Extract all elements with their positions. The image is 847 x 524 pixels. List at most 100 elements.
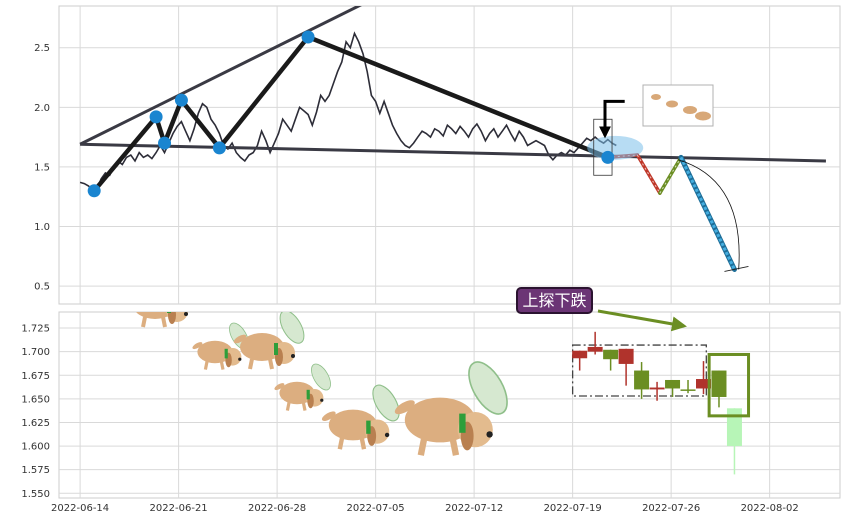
x-tick-label: 2022-06-21 bbox=[150, 503, 208, 514]
pattern-label-arrow bbox=[597, 309, 687, 332]
bottom-y-tick-label: 1.650 bbox=[21, 394, 50, 405]
dog-collar bbox=[274, 343, 278, 355]
candle-body bbox=[665, 379, 681, 389]
dog-leg bbox=[301, 402, 307, 411]
candle-body bbox=[603, 349, 619, 360]
pivot-marker bbox=[158, 136, 172, 150]
flying-dog bbox=[394, 361, 508, 456]
top-y-tick-label: 0.5 bbox=[34, 282, 50, 293]
pattern-label: 上探下跌 bbox=[516, 287, 687, 332]
upper-trendline bbox=[79, 6, 363, 146]
flying-dogs-decoration bbox=[135, 312, 508, 456]
x-tick-label: 2022-07-19 bbox=[544, 503, 602, 514]
projection-arc bbox=[678, 159, 740, 270]
thumbnail-dog bbox=[683, 106, 697, 114]
bottom-y-tick-label: 1.725 bbox=[21, 324, 50, 335]
zigzag-hatch-segment bbox=[679, 156, 736, 271]
x-tick-label: 2022-07-26 bbox=[642, 503, 700, 514]
pivot-marker bbox=[149, 110, 163, 124]
dog-wing bbox=[468, 361, 508, 415]
thumbnail-dog bbox=[666, 100, 678, 108]
dog-body bbox=[279, 381, 315, 405]
dog-nose bbox=[184, 312, 188, 316]
pivot-marker bbox=[601, 150, 615, 164]
projection-end-tick bbox=[724, 266, 749, 272]
top-plot-area bbox=[79, 6, 826, 272]
dog-collar bbox=[224, 348, 228, 359]
candle-body bbox=[572, 350, 588, 359]
focus-box bbox=[593, 118, 613, 176]
candle-body bbox=[618, 348, 634, 364]
dog-body bbox=[240, 333, 284, 361]
dog-collar bbox=[167, 312, 171, 313]
flying-dog bbox=[321, 384, 400, 450]
dog-tail bbox=[192, 342, 203, 350]
pivot-markers bbox=[87, 30, 615, 198]
top-y-tick-label: 2.0 bbox=[34, 103, 50, 114]
top-y-tick-label: 2.5 bbox=[34, 43, 50, 54]
lower-trendline bbox=[80, 142, 826, 163]
bottom-y-axis: 1.550 1.575 1.600 1.625 1.650 1.675 1.700 1.725 bbox=[21, 324, 50, 500]
x-tick-label: 2022-07-05 bbox=[347, 503, 405, 514]
top-panel-frame bbox=[58, 5, 841, 305]
highlight-box bbox=[707, 352, 751, 418]
dog-wing bbox=[279, 312, 305, 344]
x-tick-label: 2022-07-12 bbox=[445, 503, 503, 514]
pivot-marker bbox=[301, 30, 315, 44]
dog-nose bbox=[238, 357, 242, 361]
candle-body bbox=[634, 370, 650, 390]
dog-collar bbox=[366, 420, 371, 434]
thumbnail-dog bbox=[695, 111, 711, 121]
candle-body bbox=[587, 346, 603, 352]
pivot-marker bbox=[174, 93, 188, 107]
candlesticks bbox=[572, 331, 742, 475]
dog-leg bbox=[359, 437, 367, 450]
dog-leg bbox=[285, 402, 291, 411]
dog-body bbox=[197, 340, 233, 364]
dog-leg bbox=[203, 361, 209, 370]
dog-leg bbox=[161, 316, 167, 328]
dog-tail bbox=[394, 400, 415, 415]
dog-leg bbox=[268, 358, 274, 370]
candle-body bbox=[726, 408, 742, 447]
flying-dog bbox=[274, 363, 331, 411]
bottom-y-tick-label: 1.600 bbox=[21, 442, 50, 453]
dashed-range-box bbox=[571, 344, 707, 397]
flying-dog bbox=[192, 322, 249, 370]
bottom-y-tick-label: 1.625 bbox=[21, 418, 50, 429]
dog-body bbox=[328, 409, 378, 441]
candle-body bbox=[649, 387, 665, 390]
dog-leg bbox=[219, 361, 225, 370]
pivot-marker bbox=[87, 184, 101, 198]
x-axis: 2022-06-14 2022-06-21 2022-06-28 2022-07-05… bbox=[51, 503, 799, 514]
pivot-marker bbox=[212, 141, 226, 155]
dog-collar bbox=[306, 389, 310, 400]
dog-leg bbox=[449, 438, 460, 456]
top-y-tick-label: 1.5 bbox=[34, 162, 50, 173]
dog-nose bbox=[384, 432, 390, 438]
x-tick-label: 2022-08-02 bbox=[741, 503, 799, 514]
dog-leg bbox=[337, 437, 345, 450]
dog-body bbox=[404, 397, 476, 443]
dog-wing bbox=[311, 363, 331, 391]
thumbnail-dog bbox=[651, 94, 661, 100]
focus-ellipse bbox=[587, 135, 644, 160]
x-tick-label: 2022-06-28 bbox=[248, 503, 306, 514]
dog-nose bbox=[486, 431, 493, 438]
dog-ear bbox=[168, 312, 176, 324]
dog-nose bbox=[291, 354, 295, 358]
flying-dog bbox=[233, 312, 305, 370]
focus-pointer-arrow bbox=[598, 99, 625, 139]
dog-nose bbox=[320, 398, 324, 402]
top-grid bbox=[59, 6, 840, 304]
pattern-label-text: 上探下跌 bbox=[522, 291, 586, 310]
candle-body bbox=[680, 389, 696, 391]
flying-dog bbox=[135, 312, 188, 328]
zigzag-dash-overlay bbox=[636, 154, 661, 194]
candle-body bbox=[711, 370, 727, 397]
dog-collar bbox=[459, 413, 466, 433]
bottom-y-tick-label: 1.700 bbox=[21, 347, 50, 358]
dog-tail bbox=[233, 334, 247, 344]
